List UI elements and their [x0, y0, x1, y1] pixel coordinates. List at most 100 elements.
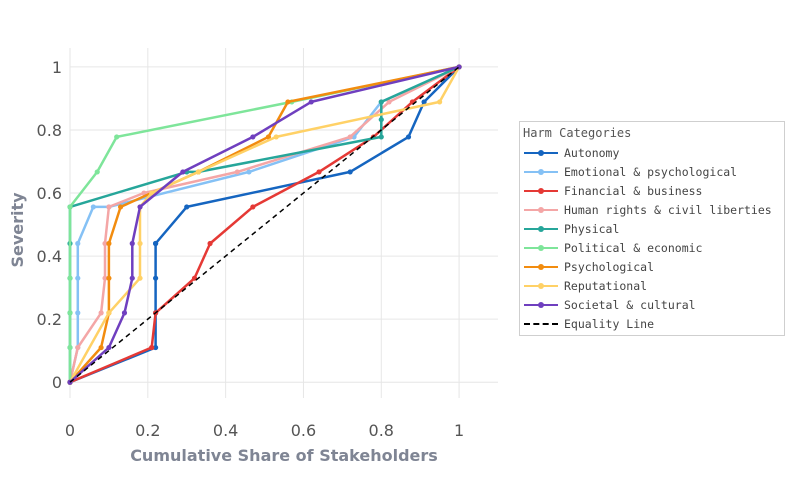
data-point-autonomy — [347, 169, 353, 175]
legend-item[interactable]: Financial & business — [524, 182, 702, 200]
data-point-financial-and-business — [250, 204, 256, 210]
data-point-human-rights-and-civil-liberties — [102, 275, 108, 281]
data-point-autonomy — [421, 99, 427, 105]
y-tick-label: 0.8 — [37, 121, 62, 140]
legend-swatch — [524, 242, 558, 254]
data-point-financial-and-business — [207, 240, 213, 247]
data-point-societal-and-cultural — [137, 204, 143, 210]
data-point-psychological — [285, 99, 291, 105]
y-tick-label: 0.4 — [37, 247, 62, 266]
data-point-psychological — [106, 240, 112, 247]
legend-item[interactable]: Psychological — [524, 258, 654, 276]
legend — [519, 121, 785, 336]
data-point-autonomy — [153, 275, 159, 281]
data-point-reputational — [195, 169, 201, 175]
x-tick-label: 1 — [454, 421, 464, 440]
data-point-political-and-economic — [67, 204, 73, 210]
x-axis-title: Cumulative Share of Stakeholders — [130, 446, 438, 465]
data-point-financial-and-business — [149, 344, 155, 351]
series-line-psychological — [69, 65, 460, 384]
legend-item[interactable]: Reputational — [524, 277, 647, 295]
x-tick-label: 0 — [65, 421, 75, 440]
data-point-reputational — [437, 99, 443, 105]
data-point-emotional-and-psychological — [90, 204, 96, 210]
data-point-political-and-economic — [67, 344, 73, 351]
data-point-societal-and-cultural — [308, 99, 314, 105]
data-point-psychological — [98, 344, 104, 351]
data-point-societal-and-cultural — [106, 344, 112, 351]
data-point-psychological — [265, 134, 272, 140]
data-point-human-rights-and-civil-liberties — [75, 344, 81, 351]
data-point-human-rights-and-civil-liberties — [141, 190, 147, 196]
legend-item[interactable]: Political & economic — [524, 239, 702, 257]
series-line-autonomy — [69, 66, 460, 384]
legend-label: Financial & business — [564, 184, 703, 198]
data-point-societal-and-cultural — [129, 275, 135, 281]
data-point-reputational — [149, 190, 155, 196]
legend-label: Physical — [564, 222, 620, 236]
legend-swatch — [524, 223, 558, 235]
series-line-financial-and-business — [69, 65, 460, 384]
data-point-physical — [378, 116, 384, 123]
legend-swatch — [524, 166, 558, 178]
x-tick-label: 0.4 — [213, 421, 238, 440]
legend-label: Equality Line — [564, 317, 655, 331]
legend-label: Psychological — [564, 260, 655, 274]
data-point-autonomy — [153, 344, 159, 351]
x-tick-label: 0.2 — [135, 421, 160, 440]
legend-item[interactable]: Autonomy — [524, 144, 619, 162]
data-point-reputational — [106, 310, 112, 316]
y-tick-label: 0.2 — [37, 310, 62, 329]
data-point-reputational — [137, 240, 143, 247]
legend-item[interactable]: Human rights & civil liberties — [524, 201, 772, 219]
data-point-autonomy — [153, 240, 159, 247]
legend-item[interactable]: Societal & cultural — [524, 296, 696, 314]
legend-item[interactable]: Physical — [524, 220, 619, 238]
y-tick-label: 0.6 — [37, 184, 62, 203]
data-point-human-rights-and-civil-liberties — [106, 204, 112, 210]
legend-swatch — [524, 318, 558, 330]
data-point-societal-and-cultural — [121, 310, 128, 316]
data-point-human-rights-and-civil-liberties — [102, 240, 108, 247]
legend-swatch — [524, 299, 558, 311]
legend-item[interactable]: Equality Line — [524, 315, 654, 333]
data-point-autonomy — [405, 134, 412, 140]
x-tick-label: 0.6 — [291, 421, 316, 440]
legend-label: Societal & cultural — [564, 298, 696, 312]
y-tick-label: 1 — [52, 58, 62, 77]
data-point-human-rights-and-civil-liberties — [234, 169, 240, 175]
data-point-psychological — [106, 275, 112, 281]
legend-swatch — [524, 185, 558, 197]
data-point-human-rights-and-civil-liberties — [386, 99, 392, 105]
legend-swatch — [524, 280, 558, 292]
data-point-emotional-and-psychological — [75, 275, 81, 281]
legend-label: Autonomy — [564, 146, 620, 160]
legend-item[interactable]: Emotional & psychological — [524, 163, 737, 181]
legend-swatch — [524, 204, 558, 216]
legend-label: Reputational — [564, 279, 648, 293]
data-point-human-rights-and-civil-liberties — [347, 134, 353, 140]
data-point-emotional-and-psychological — [246, 169, 252, 175]
data-point-political-and-economic — [94, 169, 100, 175]
data-point-political-and-economic — [67, 275, 73, 281]
data-point-psychological — [117, 204, 124, 210]
y-axis-title: Severity — [8, 192, 27, 268]
series-line-societal-and-cultural — [69, 65, 460, 384]
data-point-societal-and-cultural — [180, 169, 186, 175]
data-point-physical — [378, 99, 384, 105]
data-point-political-and-economic — [67, 310, 73, 316]
series-line-equality-line — [69, 66, 460, 383]
data-point-societal-and-cultural — [250, 134, 256, 140]
data-point-emotional-and-psychological — [75, 240, 81, 247]
legend-label: Human rights & civil liberties — [564, 203, 772, 217]
data-point-reputational — [273, 134, 279, 140]
data-point-physical — [378, 134, 384, 140]
data-point-societal-and-cultural — [129, 240, 135, 247]
data-point-financial-and-business — [316, 169, 322, 175]
data-point-human-rights-and-civil-liberties — [98, 310, 104, 316]
data-point-political-and-economic — [114, 134, 120, 140]
data-point-emotional-and-psychological — [75, 310, 81, 316]
legend-swatch — [524, 261, 558, 273]
legend-swatch — [524, 147, 558, 159]
legend-label: Emotional & psychological — [564, 165, 738, 179]
